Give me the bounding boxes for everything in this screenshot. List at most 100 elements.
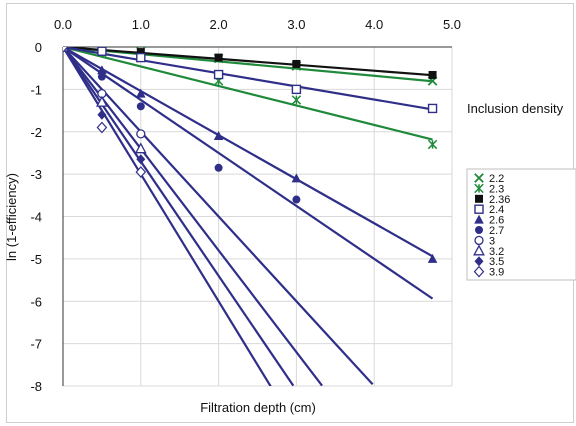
y-tick-label: 0 [35,40,42,55]
data-point [292,59,301,68]
marker-shape [427,253,438,263]
legend-marker [474,204,484,214]
data-point [136,129,146,139]
legend-item-label: 3.2 [489,246,504,258]
marker-shape [475,226,483,234]
x-axis-label: Filtration depth (cm) [200,400,316,415]
marker-shape [473,244,485,256]
series-trend-line [63,47,374,386]
legend-marker [475,226,483,234]
series-trend-line [63,47,433,77]
data-point [136,154,146,165]
legend-marker [474,214,484,224]
marker-shape [136,129,146,139]
x-tick-label: 0.0 [54,17,72,32]
legend-item-label: 2.2 [489,173,504,185]
y-tick-label: -2 [30,125,42,140]
legend-item-label: 2.36 [489,194,510,206]
marker-shape [63,47,69,53]
series-trend-line [63,47,323,386]
marker-shape [136,88,146,98]
legend-marker [474,173,484,183]
y-tick-label: -5 [30,252,42,267]
marker-shape [291,173,302,183]
x-tick-label: 5.0 [443,17,461,32]
data-point [213,69,224,80]
data-point [97,72,106,81]
marker-shape [213,69,224,80]
marker-shape [474,214,484,224]
data-point [291,173,302,183]
x-tick-label: 4.0 [365,17,383,32]
data-point [134,142,147,154]
data-point [97,109,107,120]
marker-shape [136,154,146,165]
legend-box [466,168,576,281]
data-point [291,84,302,95]
marker-shape [97,72,106,81]
data-point [136,52,146,63]
marker-shape [214,163,223,172]
data-point [63,47,69,53]
marker-shape [134,142,147,154]
marker-shape [96,121,108,134]
marker-shape [97,47,107,56]
marker-shape [136,48,145,57]
series-trend-line [63,47,433,141]
legend-marker [473,265,485,278]
legend-item-label: 2.4 [489,204,504,216]
data-point [135,166,147,178]
marker-shape [474,204,484,214]
y-tick-label: -1 [30,82,42,97]
data-point [97,65,107,75]
y-axis-label: ln (1-efficiency) [4,173,19,261]
legend-item-label: 3.9 [489,267,504,279]
marker-shape [292,59,301,68]
marker-shape [475,194,483,203]
legend-item-label: 2.6 [489,215,504,227]
data-point [427,139,438,150]
marker-shape [474,256,484,267]
data-points [63,47,438,263]
marker-shape [292,195,301,204]
x-tick-label: 1.0 [132,17,150,32]
data-point [291,95,302,105]
marker-shape [136,102,145,111]
marker-shape [213,130,224,140]
series-trend-line [63,47,434,258]
data-point [427,253,438,263]
series-trend-line [63,47,434,300]
marker-shape [97,109,107,120]
data-point [214,53,223,62]
marker-shape [291,84,302,95]
legend-item-label: 3 [489,235,495,247]
marker-shape [135,166,147,178]
y-tick-label: -3 [30,167,42,182]
legend-marker [475,194,483,203]
legend-marker [473,244,485,256]
data-point [213,130,224,140]
data-point [136,88,146,98]
series-trend-line [63,47,272,386]
marker-shape [136,52,146,63]
data-point [214,163,223,172]
x-tick-label: 2.0 [210,17,228,32]
marker-shape [427,103,438,114]
data-point [97,47,107,56]
marker-shape [96,95,108,107]
data-point [96,95,108,107]
legend-title: Inclusion density [467,101,564,116]
data-point [136,48,145,57]
grid-lines [62,46,453,387]
marker-shape [97,65,107,75]
y-tick-label: -7 [30,337,42,352]
marker-stroke [474,173,484,183]
x-tick-label: 3.0 [287,17,305,32]
data-point [292,195,301,204]
legend-marker [474,235,484,246]
marker-shape [428,70,437,79]
legend-item-label: 2.7 [489,225,504,237]
legend-marker [474,256,484,267]
